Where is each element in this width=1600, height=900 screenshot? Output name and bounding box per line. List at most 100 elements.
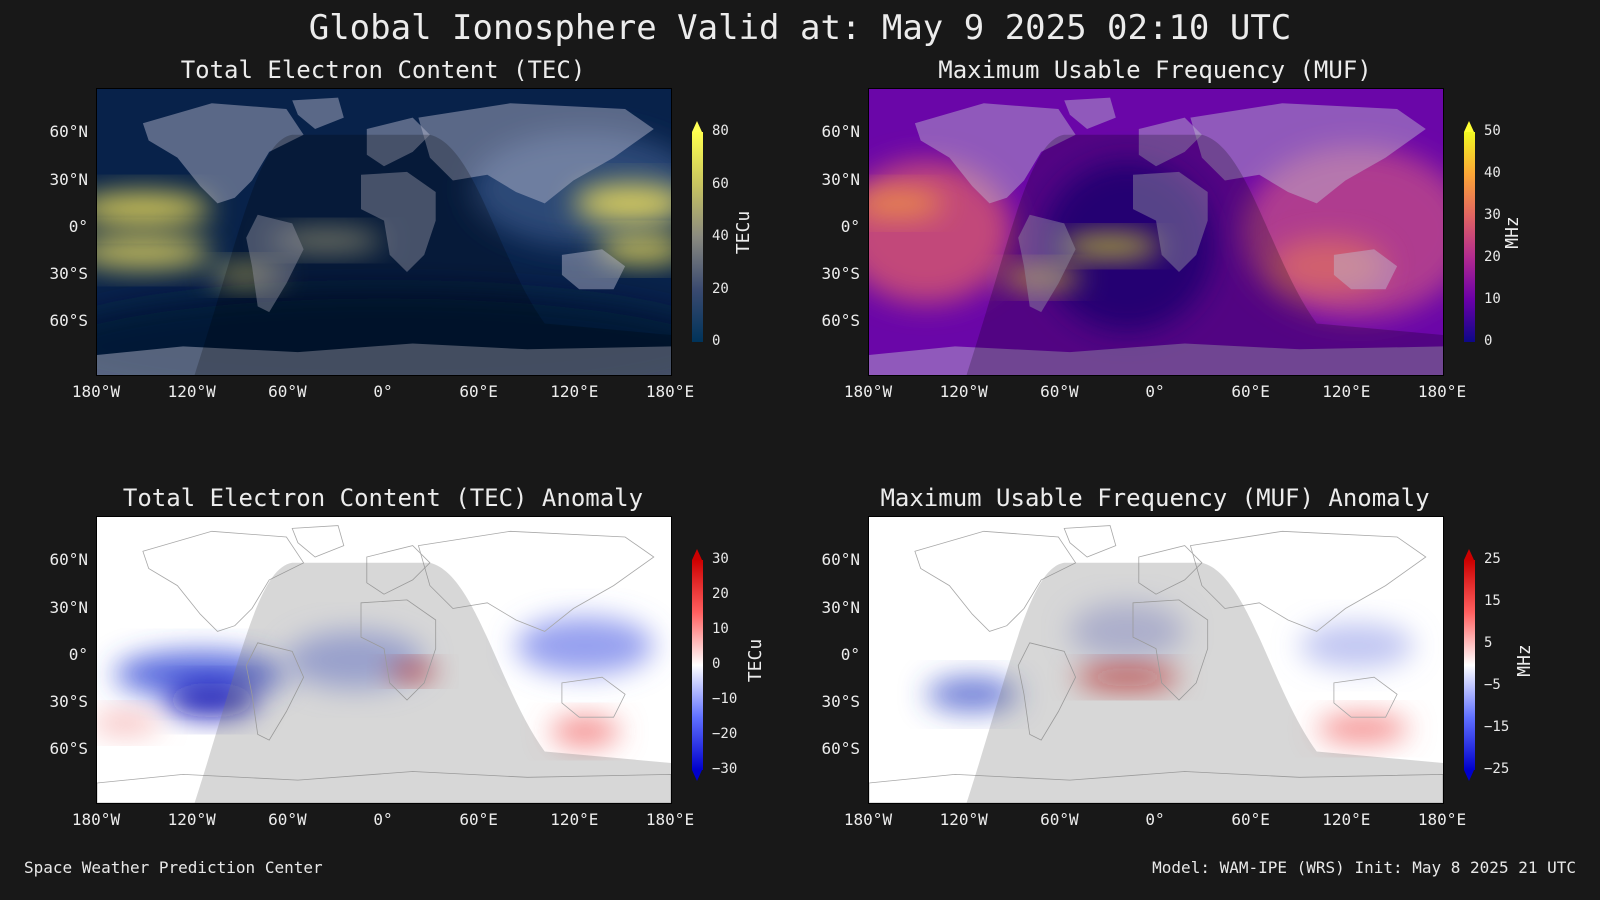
colorbar-tick-label: −20	[712, 726, 738, 742]
muf-map	[868, 88, 1444, 376]
longitude-label: 180°W	[843, 810, 893, 829]
longitude-label: 120°W	[939, 382, 988, 401]
latitude-label: 30°S	[49, 263, 88, 283]
continent-antarctica	[97, 771, 671, 803]
panel-title-tec-anomaly: Total Electron Content (TEC) Anomaly	[122, 484, 644, 512]
longitude-label: 120°E	[550, 382, 599, 401]
muf-high-west	[869, 189, 944, 218]
tec-anomaly-units-label: TECu	[745, 638, 767, 683]
tec-anomaly-colorbar	[692, 549, 703, 781]
footer-model-info: Model: WAM-IPE (WRS) Init: May 8 2025 21…	[1152, 858, 1576, 877]
continent-north-america	[142, 103, 304, 204]
longitude-label: 60°W	[1040, 810, 1079, 829]
tec-anom-neg-atlantic	[286, 631, 425, 689]
tec-crest-east-south	[596, 234, 671, 264]
tec-crest-east	[573, 183, 671, 224]
longitude-label: 0°	[1145, 810, 1165, 829]
tec-anom-pos-west	[97, 711, 161, 735]
continent-antarctica	[869, 343, 1443, 375]
colorbar-tick-label: 15	[1484, 593, 1501, 609]
day-night-shading	[966, 134, 1443, 375]
continent-africa	[360, 599, 437, 701]
muf-units-label: MHz	[1501, 216, 1523, 249]
page-title: Global Ionosphere Valid at: May 9 2025 0…	[308, 8, 1292, 48]
latitude-label: 30°N	[821, 597, 860, 617]
continent-australia	[561, 249, 626, 290]
tec-low-region	[97, 289, 671, 375]
latitude-label: 0°	[68, 644, 88, 664]
colorbar-tick-label: 5	[1484, 635, 1493, 651]
longitude-label: 60°E	[1231, 810, 1270, 829]
day-night-shading	[194, 134, 671, 375]
tec-anom-pos-south	[550, 717, 620, 746]
continent-africa	[1132, 599, 1209, 701]
tec-sa-band	[211, 263, 281, 287]
continent-asia	[1189, 530, 1427, 632]
colorbar-tick-label: 60	[712, 175, 729, 192]
tec-atlantic-band	[269, 229, 384, 253]
continent-greenland	[292, 97, 344, 129]
continent-greenland	[1064, 97, 1116, 129]
muf-anomaly-map	[868, 516, 1444, 804]
longitude-label: 120°E	[1322, 382, 1371, 401]
latitude-label: 30°S	[821, 691, 860, 711]
latitude-label: 0°	[840, 644, 860, 664]
latitude-label: 60°S	[821, 739, 860, 759]
continent-greenland	[1063, 525, 1117, 558]
longitude-label: 180°W	[71, 382, 121, 401]
continent-south-america	[245, 642, 305, 741]
longitude-label: 120°E	[550, 810, 599, 829]
colorbar-tick-label: 40	[1484, 165, 1501, 181]
longitude-label: 180°W	[843, 382, 893, 401]
colorbar-max-arrow	[692, 121, 702, 132]
tec-colorbar	[692, 121, 703, 342]
continent-asia	[417, 530, 655, 632]
muf-anomaly-units-label: MHz	[1513, 644, 1535, 677]
tec-crest-west-south	[97, 234, 212, 270]
longitude-label: 0°	[373, 810, 393, 829]
continent-australia	[1333, 249, 1398, 290]
latitude-label: 60°N	[821, 122, 860, 142]
latitude-label: 30°N	[49, 597, 88, 617]
muf-anom-neg-pacific	[926, 677, 1019, 712]
panel-title-tec: Total Electron Content (TEC)	[180, 56, 586, 84]
panel-title-muf-anomaly: Maximum Usable Frequency (MUF) Anomaly	[880, 484, 1430, 512]
latitude-label: 60°S	[49, 739, 88, 759]
colorbar-tick-label: 20	[712, 586, 729, 602]
continent-europe	[1138, 545, 1203, 595]
day-night-shading	[194, 562, 671, 803]
colorbar-tick-label: 0	[712, 656, 721, 672]
colorbar-tick-label: 20	[712, 280, 729, 297]
latitude-label: 30°S	[821, 263, 860, 283]
muf-high-australia	[1270, 237, 1386, 295]
continent-north-america	[914, 530, 1077, 632]
continent-europe	[1138, 117, 1202, 167]
longitude-label: 120°W	[939, 810, 988, 829]
tec-crest-west	[97, 191, 212, 227]
latitude-label: 60°N	[49, 550, 88, 570]
day-night-shading	[966, 562, 1443, 803]
tec-units-label: TECu	[733, 210, 755, 255]
continent-australia	[561, 676, 626, 718]
colorbar-tick-label: −25	[1484, 761, 1510, 777]
longitude-label: 60°W	[268, 382, 307, 401]
latitude-label: 60°S	[49, 311, 88, 331]
colorbar-tick-label: 0	[712, 333, 721, 349]
muf-anomaly-colorbar	[1464, 549, 1475, 781]
continent-africa	[1133, 171, 1208, 272]
tec-anom-neg-east	[516, 617, 654, 675]
muf-anom-pos-south	[1316, 714, 1409, 743]
latitude-label: 0°	[840, 216, 860, 236]
longitude-label: 180°E	[645, 810, 695, 829]
continent-antarctica	[869, 771, 1443, 803]
tec-anom-neg-pacific	[114, 651, 287, 698]
continent-south-america	[1017, 642, 1077, 741]
tec-anom-strong-neg	[165, 682, 258, 718]
tec-anom-pos-africa	[389, 662, 436, 681]
continent-south-america	[1018, 214, 1076, 313]
colorbar-tick-label: −10	[712, 691, 738, 707]
longitude-label: 120°W	[167, 382, 216, 401]
colorbar-tick-label: 40	[712, 228, 729, 244]
latitude-label: 60°S	[821, 311, 860, 331]
tec-anomaly-map	[96, 516, 672, 804]
